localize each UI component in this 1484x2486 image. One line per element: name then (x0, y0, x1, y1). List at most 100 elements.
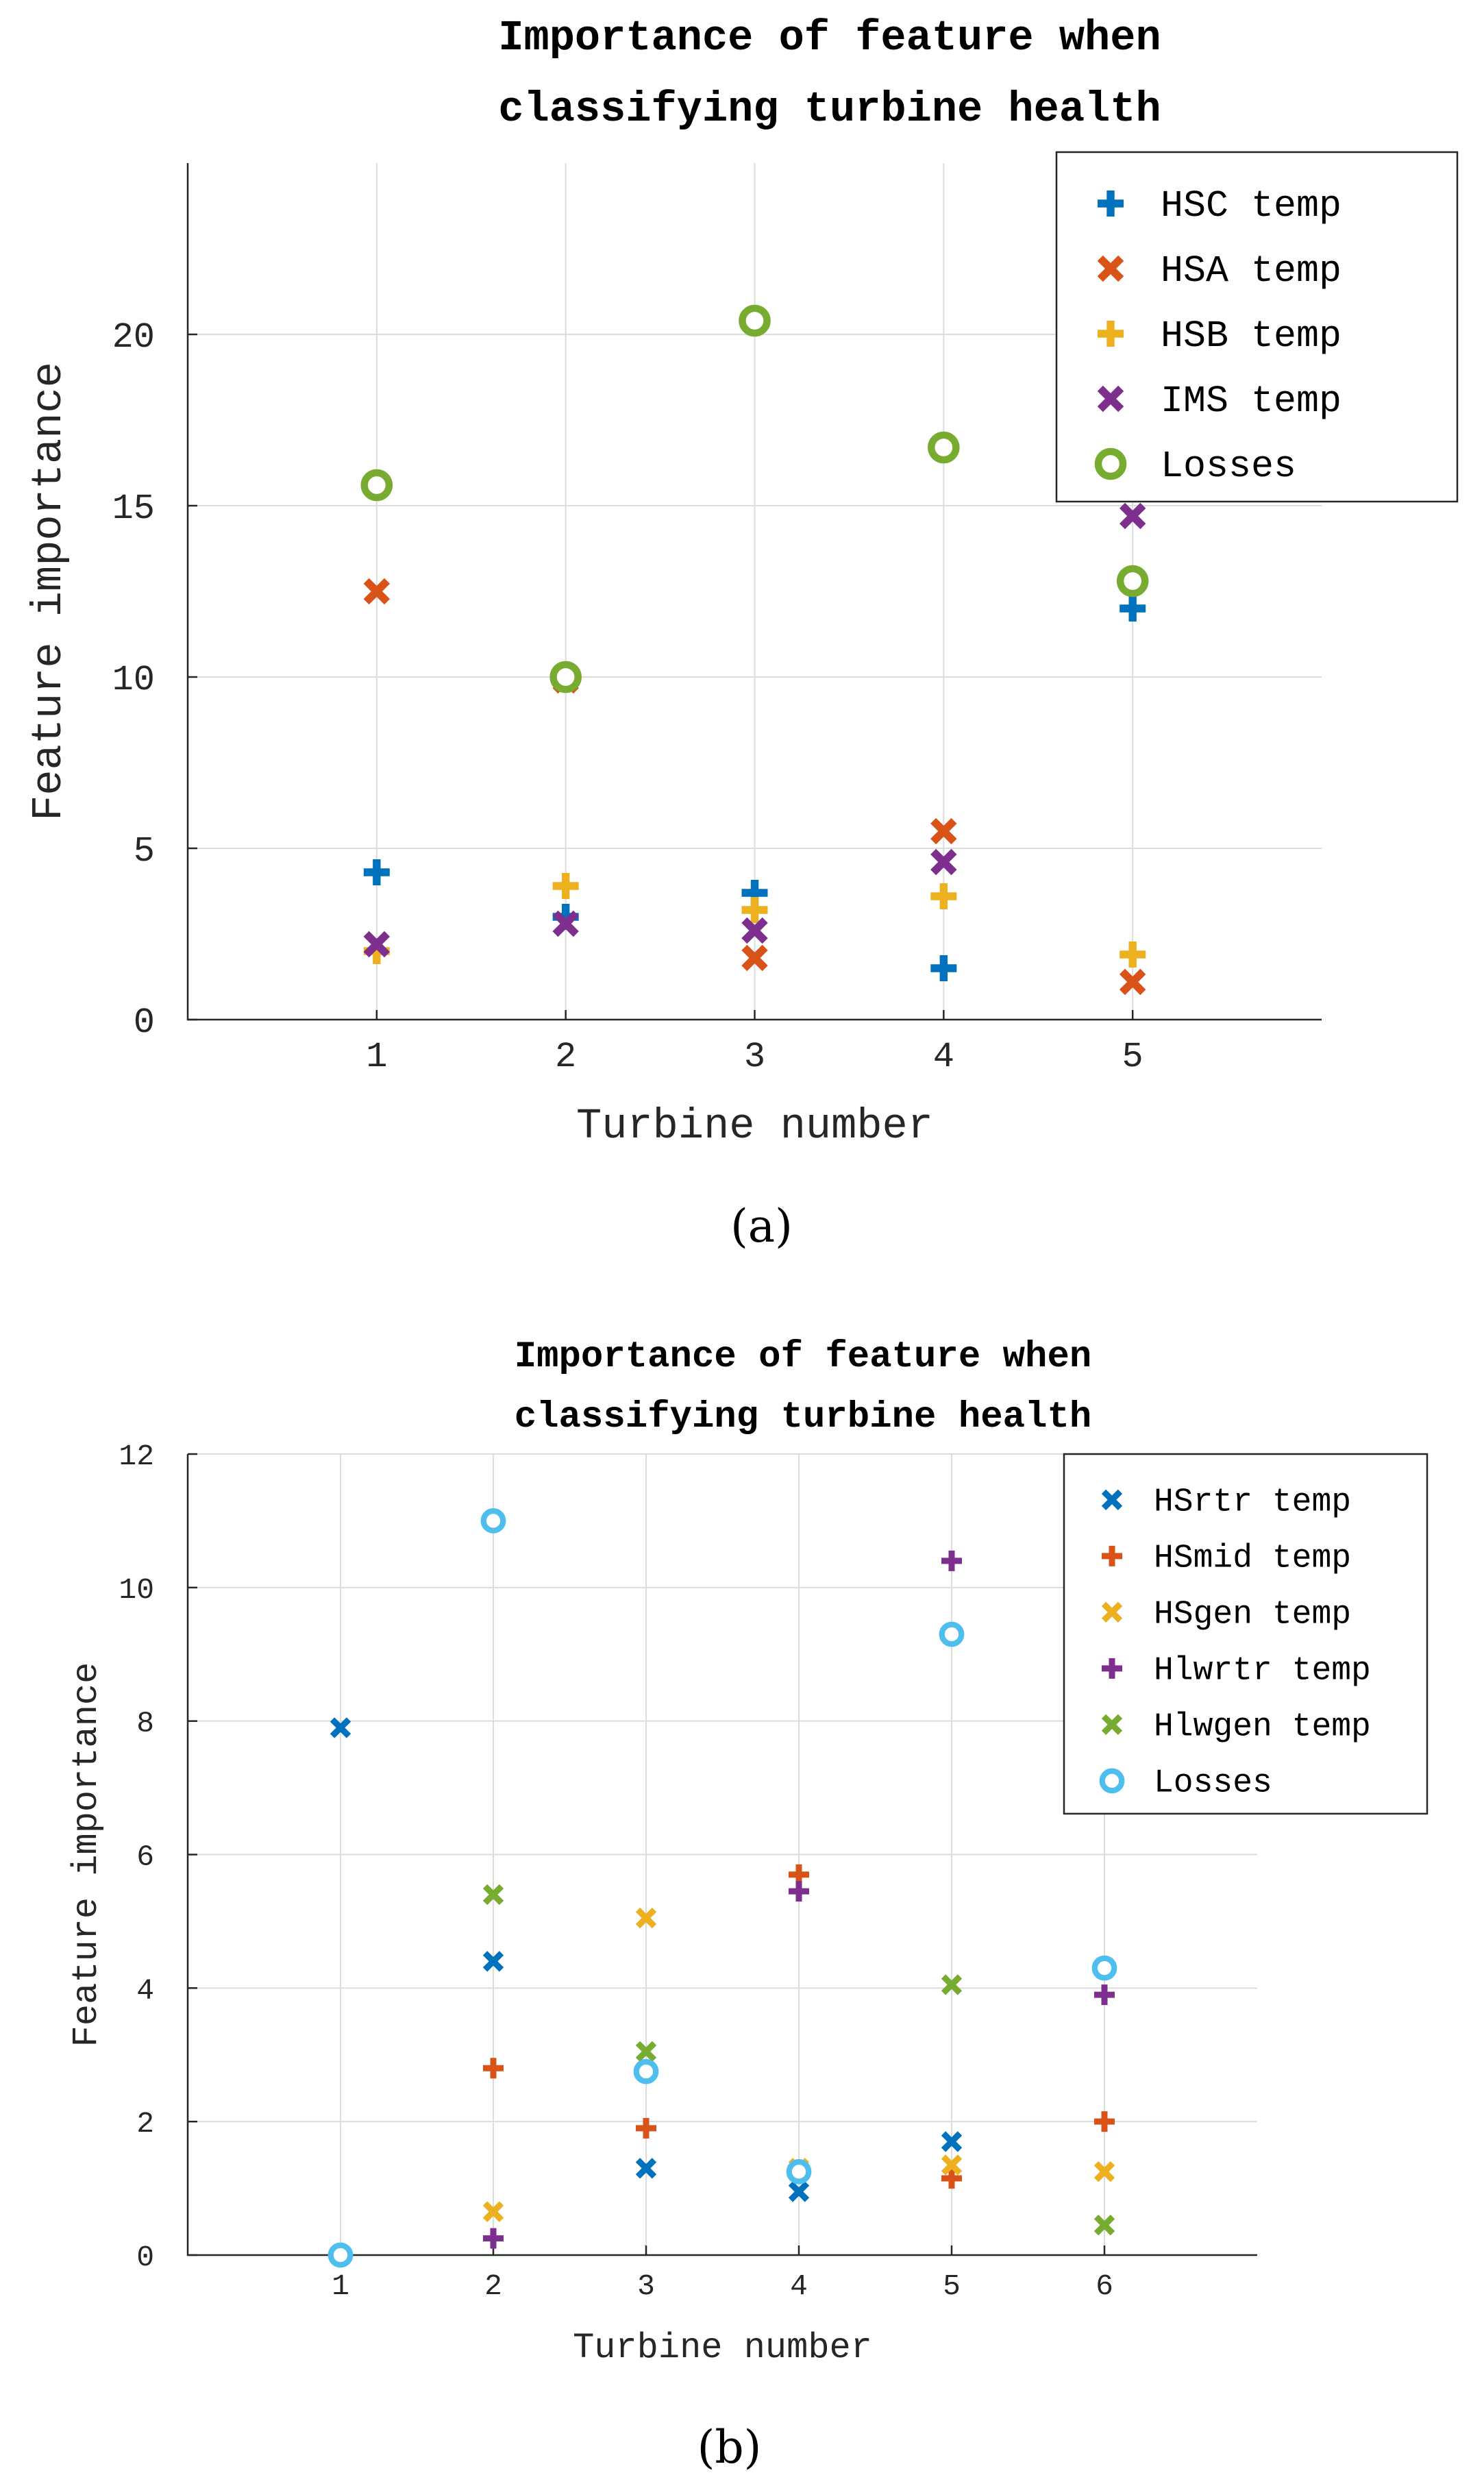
data-point (483, 2058, 504, 2079)
legend-label: HSgen temp (1154, 1597, 1351, 1634)
x-tick-label: 4 (933, 1037, 954, 1077)
data-point (360, 469, 393, 502)
series-hsgen-temp (330, 1907, 1115, 2266)
x-tick-label: 3 (637, 2269, 655, 2303)
legend-marker (1101, 1714, 1123, 1736)
chart-title-line: Importance of feature when (498, 14, 1161, 62)
data-point (741, 944, 768, 972)
legend-label: HSmid temp (1154, 1540, 1351, 1577)
legend-box (1063, 1453, 1429, 1815)
data-point (635, 2041, 657, 2063)
series-hlwgen-temp (330, 1884, 1115, 2266)
data-point (941, 2131, 963, 2152)
x-tick-label: 2 (555, 1037, 576, 1077)
y-tick-label: 0 (136, 2241, 154, 2274)
legend-marker (1099, 1768, 1125, 1794)
x-axis-label: Turbine number (573, 2328, 872, 2368)
chart-panel-2: Importance of feature when classifying tu… (66, 1336, 1429, 2474)
legend-marker (1097, 385, 1124, 413)
panel-caption: (b) (697, 2421, 762, 2474)
data-point (1120, 942, 1146, 968)
legend-marker (1102, 1545, 1122, 1566)
legend-label: Losses (1154, 1765, 1272, 1802)
data-point (1119, 502, 1146, 530)
data-point (930, 848, 957, 876)
legend-label: IMS temp (1161, 380, 1341, 423)
data-point (789, 1881, 809, 1902)
data-point (930, 955, 957, 981)
data-point (941, 2154, 963, 2176)
chart-title-line: classifying turbine health (498, 85, 1161, 134)
x-tick-label: 3 (744, 1037, 765, 1077)
legend: HSC temp HSA temp HSB temp IMS temp Losses (1055, 151, 1459, 503)
data-point (480, 1508, 506, 1534)
x-tick-label: 2 (484, 2269, 502, 2303)
legend-label: HSB temp (1161, 315, 1341, 358)
data-point (1120, 595, 1146, 622)
panel-caption: (a) (730, 1200, 793, 1253)
legend-label: Hlwrtr temp (1154, 1653, 1371, 1690)
chart-panel-1: Importance of feature when classifying tu… (25, 14, 1459, 1253)
series-losses (360, 304, 1149, 693)
legend-label: HSC temp (1161, 184, 1341, 227)
legend-label: Losses (1161, 445, 1296, 488)
data-point (1119, 968, 1146, 996)
legend-marker (1101, 1601, 1123, 1623)
legend-label: HSrtr temp (1154, 1484, 1351, 1521)
chart-title-line: Importance of feature when (515, 1336, 1092, 1378)
y-tick-label: 5 (134, 831, 155, 872)
legend-marker (1097, 255, 1124, 282)
legend-box (1055, 151, 1459, 503)
y-axis-label: Feature importance (66, 1662, 107, 2047)
legend-marker (1098, 190, 1124, 217)
data-point (739, 304, 771, 337)
data-point (939, 1621, 965, 1647)
data-point (552, 873, 579, 899)
data-point (482, 1951, 504, 1972)
data-point (327, 2242, 354, 2268)
y-tick-label: 15 (112, 489, 155, 529)
legend-marker (1102, 1658, 1122, 1679)
data-point (741, 897, 768, 923)
series-hsmid-temp (330, 1864, 1115, 2265)
legend-label: Hlwgen temp (1154, 1709, 1371, 1746)
legend-marker (1098, 321, 1124, 347)
y-tick-label: 0 (134, 1002, 155, 1043)
data-point (330, 1717, 351, 1738)
x-tick-label: 6 (1096, 2269, 1113, 2303)
series-losses (327, 1508, 1117, 2268)
data-point (633, 2058, 659, 2084)
y-axis-label: Feature importance (25, 362, 73, 821)
y-tick-label: 12 (119, 1440, 154, 1473)
data-point (636, 2117, 656, 2139)
data-point (930, 883, 957, 909)
data-point (786, 2158, 812, 2185)
series-hlwrtr-temp (330, 1550, 1115, 2265)
data-point (1091, 1955, 1117, 1981)
chart-title-line: classifying turbine health (515, 1396, 1092, 1438)
data-point (1093, 2214, 1115, 2236)
data-point (741, 917, 768, 944)
data-point (788, 2181, 810, 2202)
data-point (363, 931, 391, 958)
data-point (941, 2167, 962, 2189)
data-point (483, 2228, 504, 2249)
data-point (930, 817, 957, 845)
data-point (482, 2201, 504, 2222)
legend-label: HSA temp (1161, 249, 1341, 293)
y-tick-label: 10 (119, 1573, 154, 1607)
data-point (1094, 1984, 1115, 2006)
data-point (635, 2158, 657, 2179)
legend-marker (1094, 447, 1127, 480)
y-tick-label: 20 (112, 317, 155, 358)
y-tick-label: 10 (112, 660, 155, 700)
data-point (549, 661, 582, 693)
data-point (363, 859, 390, 885)
x-tick-label: 1 (332, 2269, 349, 2303)
data-point (363, 578, 391, 605)
data-point (941, 1974, 963, 1995)
series-hsrtr-temp (330, 1664, 1115, 2202)
data-point (1094, 2111, 1115, 2132)
legend: HSrtr temp HSmid temp HSgen temp Hlwrtr tem… (1063, 1453, 1429, 1815)
data-point (635, 1907, 657, 1929)
